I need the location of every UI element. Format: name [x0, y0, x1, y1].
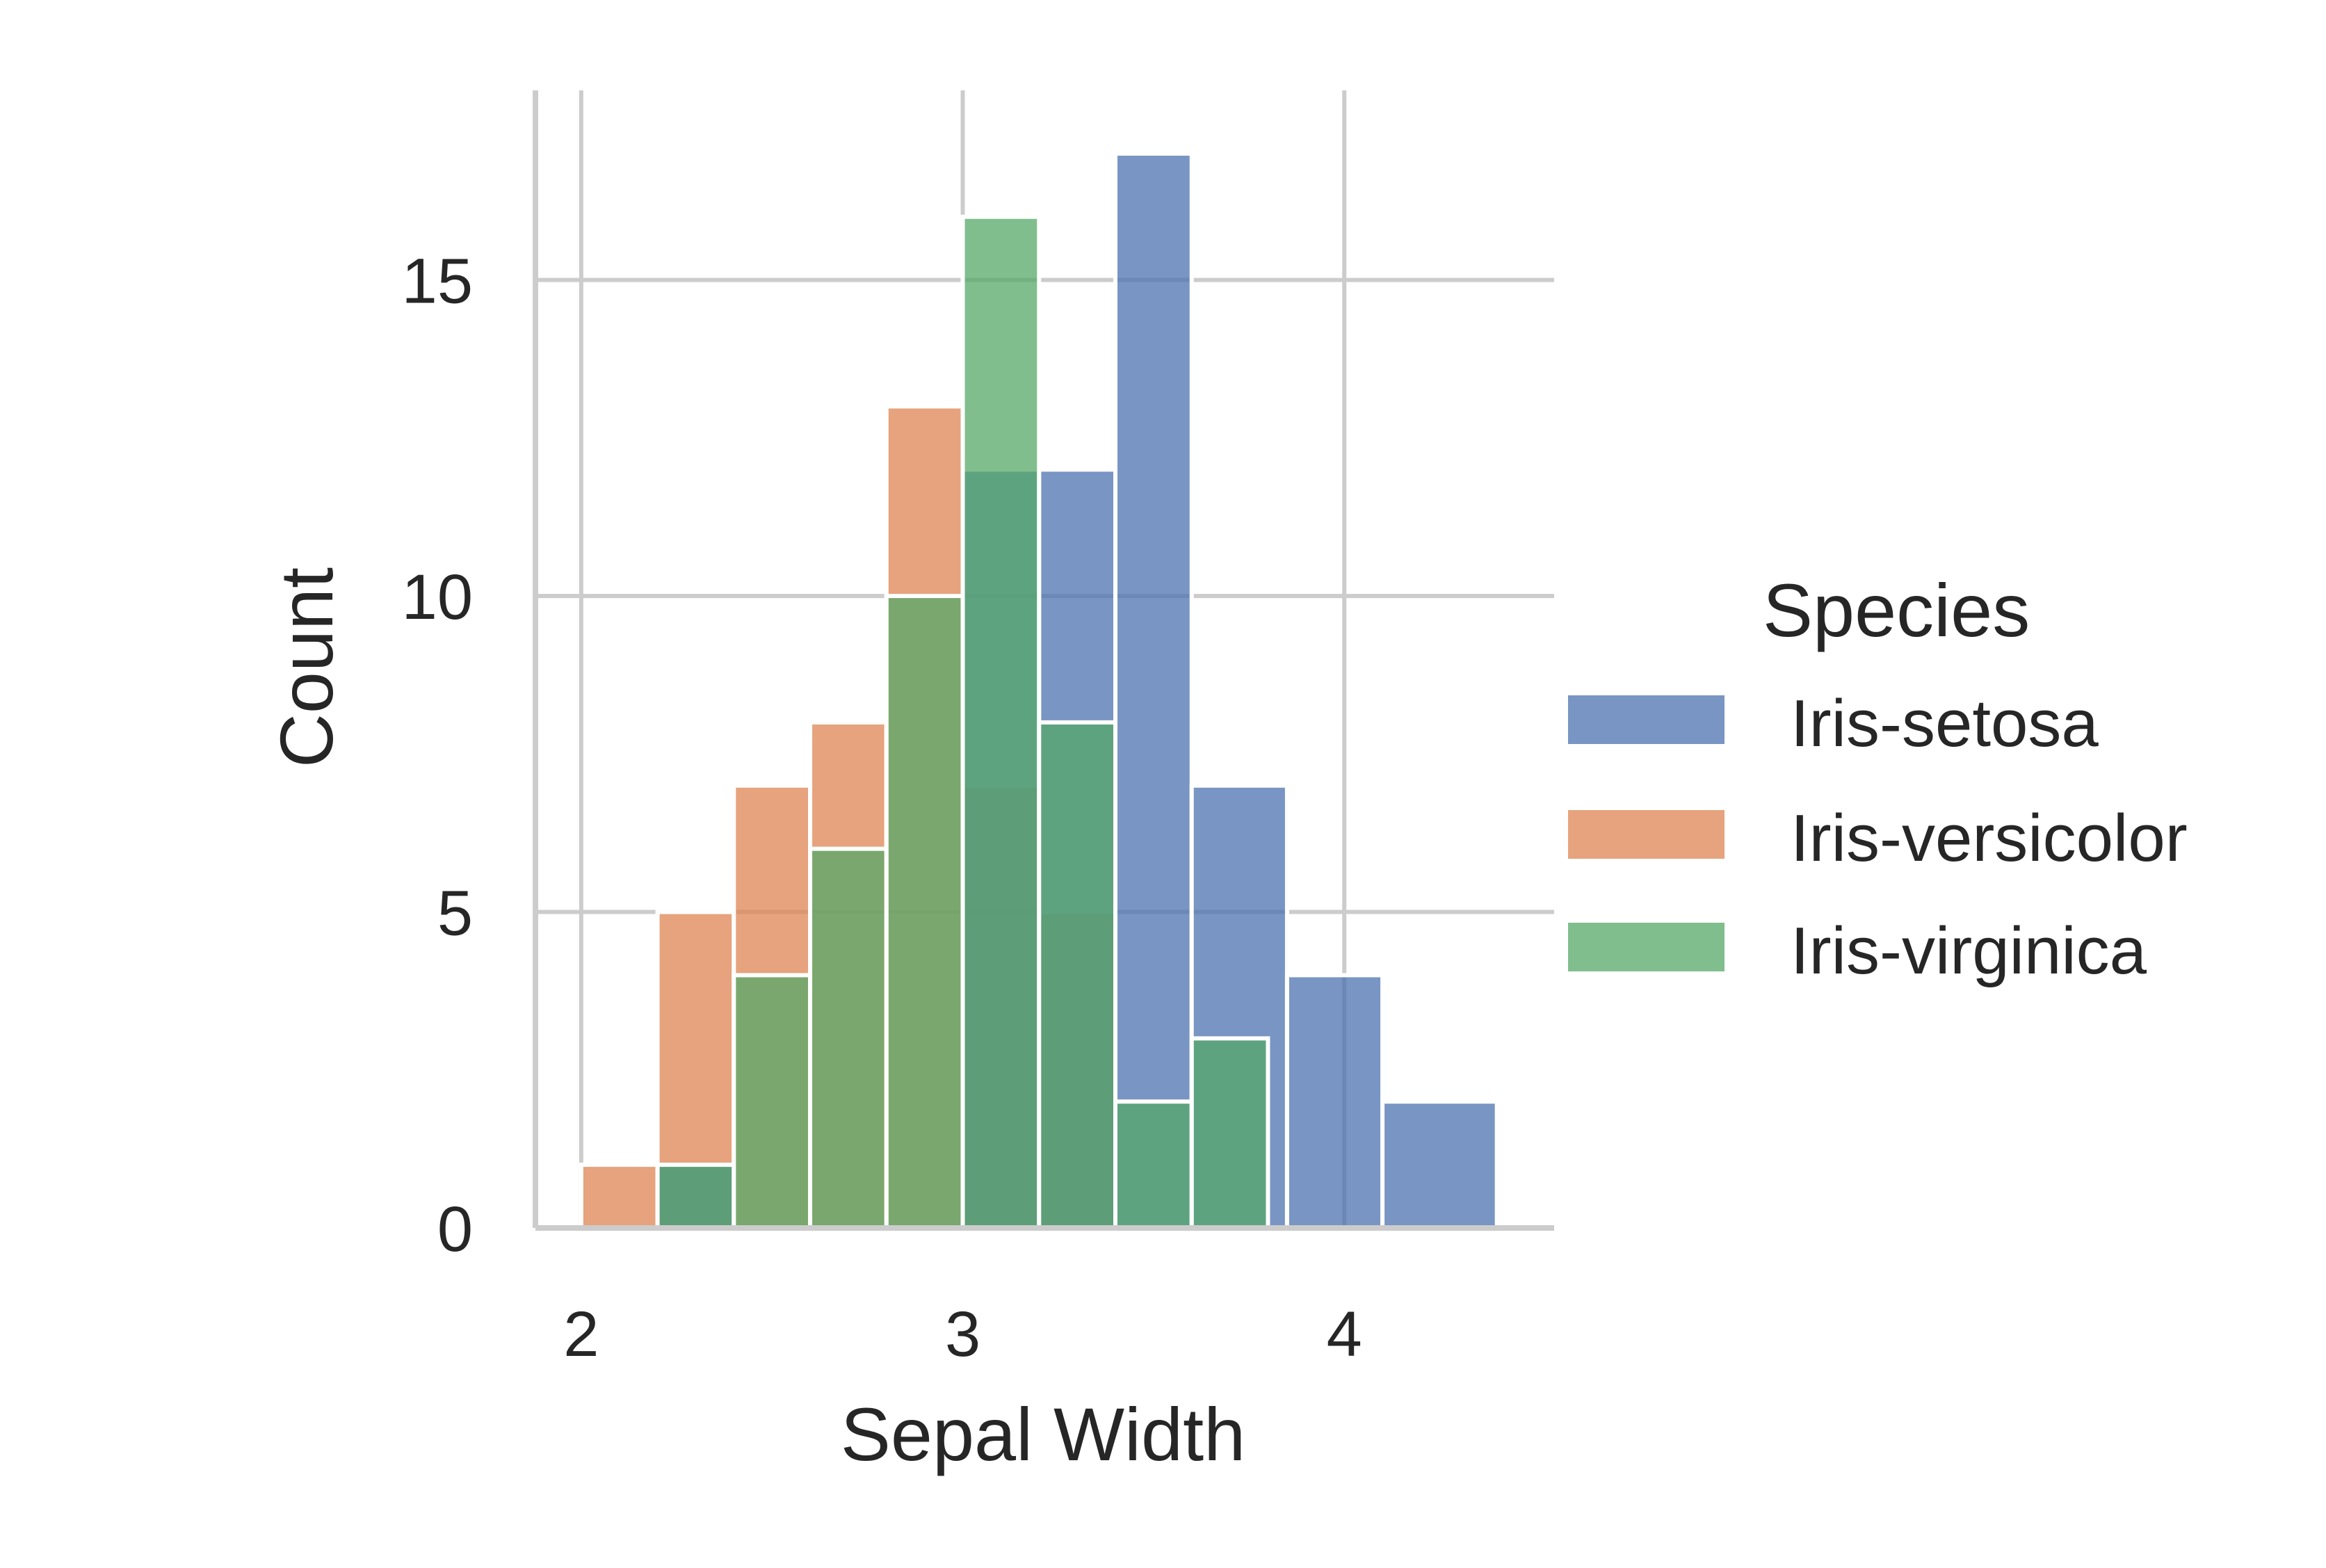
legend-swatch	[1568, 923, 1725, 971]
x-tick-label: 2	[563, 1299, 599, 1370]
legend-label: Iris-setosa	[1791, 686, 2099, 761]
legend-label: Iris-virginica	[1791, 914, 2147, 988]
ticks-layer: 2 3 4 0 5 10 15	[402, 246, 1362, 1370]
histogram-bar	[1284, 973, 1385, 1230]
bars-layer	[579, 151, 1499, 1231]
x-axis-label: Sepal Width	[841, 1392, 1245, 1476]
histogram-bar	[1380, 1099, 1499, 1230]
legend-title: Species	[1763, 568, 2030, 652]
legend-swatch	[1568, 695, 1725, 744]
histogram-bar	[1113, 1099, 1194, 1230]
histogram-bar	[655, 1163, 736, 1230]
legend-label: Iris-versicolor	[1791, 801, 2188, 875]
x-tick-label: 3	[945, 1299, 980, 1370]
histogram-bar	[960, 214, 1042, 1230]
legend-swatch	[1568, 810, 1725, 859]
y-tick-label: 5	[437, 878, 473, 949]
y-axis-label: Count	[264, 567, 348, 768]
histogram-bar	[808, 846, 889, 1230]
histogram-bar	[1037, 720, 1118, 1230]
histogram-bar	[884, 594, 965, 1230]
y-tick-label: 0	[437, 1194, 473, 1265]
histogram-bar	[1113, 151, 1194, 1230]
y-tick-label: 10	[402, 562, 473, 633]
histogram-bar	[579, 1163, 660, 1230]
histogram-bar	[1189, 1036, 1270, 1231]
legend-items: Iris-setosa Iris-versicolor Iris-virginica	[1568, 686, 2188, 988]
y-tick-label: 15	[402, 246, 473, 317]
axes-layer	[533, 90, 1554, 1231]
legend: Species Iris-setosa Iris-versicolor Iris-v…	[1568, 568, 2188, 988]
histogram-bar	[732, 973, 813, 1230]
x-tick-label: 4	[1327, 1299, 1362, 1370]
